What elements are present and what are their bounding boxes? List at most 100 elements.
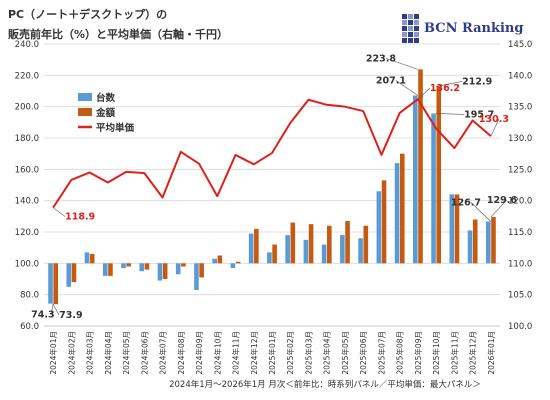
legend-label-units: 台数 xyxy=(96,92,116,104)
x-axis-ticks: 2024年01月 2024年02月 2024年03月 2024年04月 2024年05月… xyxy=(48,331,496,375)
data-label: 195.7 xyxy=(464,109,494,120)
bars xyxy=(48,69,496,305)
logo-cell xyxy=(414,26,419,31)
bar-units xyxy=(267,252,272,264)
bar-units xyxy=(66,263,72,287)
logo-cell xyxy=(408,20,413,25)
y-right-tick-label: 145.0 xyxy=(508,40,532,50)
x-tick-label: 2024年05月 xyxy=(121,331,131,375)
bar-units xyxy=(285,235,290,264)
gridlines xyxy=(44,43,500,327)
bar-units xyxy=(358,238,363,264)
x-tick-label: 2025年02月 xyxy=(285,331,295,375)
bar-amount xyxy=(436,86,442,264)
x-tick-label: 2025年03月 xyxy=(303,331,313,375)
legend-swatch-amount xyxy=(78,108,92,116)
x-tick-label: 2024年08月 xyxy=(176,331,186,375)
logo-cell xyxy=(414,32,419,37)
bar-amount xyxy=(381,180,387,264)
data-label: 136.2 xyxy=(430,83,460,94)
y-left-tick-label: 220.0 xyxy=(15,71,39,81)
bar-units xyxy=(449,194,455,264)
bar-units xyxy=(139,263,145,272)
bar-units xyxy=(467,230,473,264)
y-left-tick-label: 140.0 xyxy=(15,197,39,207)
x-tick-label: 2024年09月 xyxy=(194,331,204,375)
y-right-tick-label: 105.0 xyxy=(508,291,532,301)
leader-line xyxy=(52,207,66,217)
x-tick-label: 2024年04月 xyxy=(103,331,113,375)
leader-line xyxy=(436,113,465,115)
bcn-grid-logo-icon xyxy=(402,14,419,43)
y-left-tick-label: 80.0 xyxy=(20,291,39,301)
leader-line xyxy=(436,81,463,87)
data-label: 207.1 xyxy=(376,76,406,87)
bar-units xyxy=(376,191,382,264)
price-line xyxy=(52,98,492,209)
logo-cell xyxy=(414,38,419,43)
bar-units xyxy=(303,239,309,264)
y-left-tick-label: 200.0 xyxy=(15,103,39,113)
leader-line xyxy=(395,80,419,96)
bar-amount xyxy=(144,263,150,270)
bar-amount xyxy=(308,224,314,264)
logo-cell xyxy=(402,26,407,31)
logo-cell xyxy=(408,38,413,43)
bar-units xyxy=(175,263,181,275)
data-label: 118.9 xyxy=(65,212,95,223)
x-tick-label: 2024年02月 xyxy=(66,331,76,375)
logo-cell xyxy=(402,32,407,37)
y-right-tick-label: 130.0 xyxy=(508,134,532,144)
bar-units xyxy=(194,263,199,290)
y-left-tick-label: 60.0 xyxy=(20,322,39,332)
y-left-tick-label: 100.0 xyxy=(15,259,39,269)
y-left-tick-label: 180.0 xyxy=(15,134,39,144)
data-label: 74.3 xyxy=(31,310,54,321)
logo-cell xyxy=(402,20,407,25)
chart-title-line-1: PC（ノート＋デスクトップ）の xyxy=(8,7,167,21)
bar-amount xyxy=(472,219,478,264)
leader-line xyxy=(490,118,500,137)
bar-amount xyxy=(345,221,350,264)
bar-amount xyxy=(363,225,369,264)
x-tick-label: 2024年06月 xyxy=(139,331,149,375)
data-label: 126.7 xyxy=(451,198,481,209)
leader-line xyxy=(52,304,60,316)
x-tick-label: 2025年01月 xyxy=(267,331,277,375)
bar-amount xyxy=(290,222,296,264)
x-tick-label: 2024年03月 xyxy=(85,331,95,375)
bar-amount xyxy=(327,225,332,264)
x-tick-label: 2024年10月 xyxy=(212,331,222,375)
bar-amount xyxy=(71,263,77,283)
leader-line xyxy=(490,199,508,218)
x-tick-label: 2025年07月 xyxy=(376,331,386,375)
leader-line xyxy=(470,202,492,222)
x-tick-label: 2025年11月 xyxy=(449,331,459,375)
bar-units xyxy=(48,263,53,304)
bar-amount xyxy=(454,194,460,264)
y-axis-left-ticks: 60.0 80.0 100.0 120.0 140.0 160.0 180.0 200.0 22… xyxy=(15,40,39,332)
bar-units xyxy=(212,258,217,264)
data-label: 223.8 xyxy=(366,53,396,64)
x-tick-label: 2025年05月 xyxy=(340,331,350,375)
logo-cell xyxy=(402,14,407,19)
bar-amount xyxy=(254,228,259,264)
bar-amount xyxy=(181,263,186,267)
bar-amount xyxy=(217,255,223,264)
y-left-tick-label: 160.0 xyxy=(15,165,39,175)
y-right-tick-label: 100.0 xyxy=(508,322,532,332)
bar-amount xyxy=(235,261,241,264)
y-left-tick-label: 240.0 xyxy=(15,40,39,50)
chart-title-line-2: 販売前年比（%）と平均単価（右軸・千円） xyxy=(8,27,228,41)
bar-amount xyxy=(199,263,204,278)
x-tick-label: 2025年12月 xyxy=(468,331,478,375)
leader-line xyxy=(417,87,431,100)
x-tick-label: 2024年12月 xyxy=(249,331,259,375)
logo-cell xyxy=(408,26,413,31)
x-tick-label: 2024年11月 xyxy=(231,331,241,375)
legend-swatch-units xyxy=(78,93,92,101)
footer-caption: 2024年1月～2026年1月 月次＜前年比：時系列パネル／平均単価：最大パネル… xyxy=(169,379,481,390)
y-right-tick-label: 120.0 xyxy=(508,197,532,207)
